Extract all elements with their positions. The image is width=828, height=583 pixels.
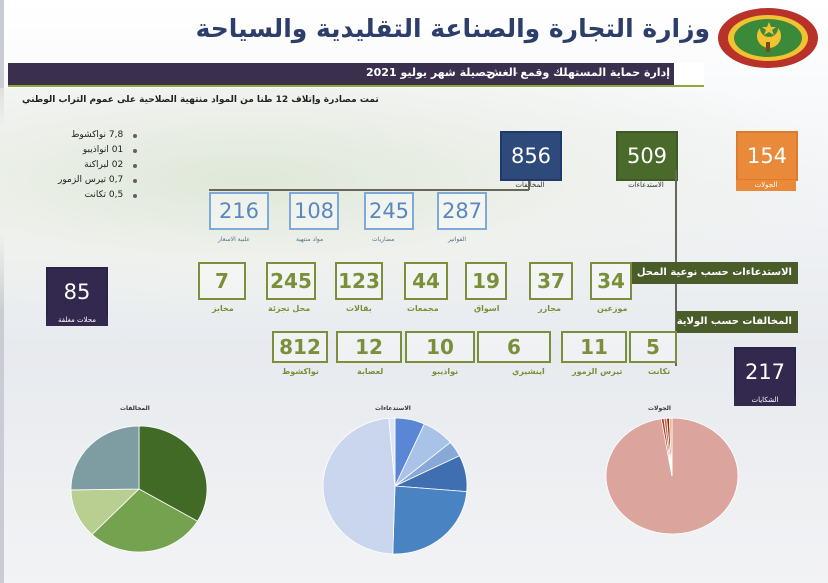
tours-pie-chart bbox=[605, 417, 739, 535]
tours-kpi: 154 bbox=[736, 131, 798, 181]
seizure-item: 0,5 تكانت bbox=[58, 188, 138, 203]
state-label: نواكشوط bbox=[282, 367, 319, 376]
violations-by-state-header: المخالفات حسب الولاية bbox=[676, 311, 798, 333]
ministry-logo-icon bbox=[718, 8, 818, 68]
closed-shops-label: محلات مغلقة bbox=[46, 315, 108, 326]
place-label: محل تجزئة bbox=[268, 304, 311, 313]
state-label: اينشيري bbox=[512, 367, 545, 376]
pie-slice bbox=[138, 425, 208, 522]
summons-pie-chart bbox=[322, 417, 468, 555]
pie-title-tours: الجولات bbox=[648, 405, 671, 412]
seizure-item: 01 انواذيبو bbox=[58, 143, 138, 158]
violation-type-value: 287 bbox=[437, 192, 487, 230]
header-separator: - bbox=[514, 66, 518, 79]
tours-label: الجولات bbox=[736, 180, 796, 191]
state-value: 11 bbox=[561, 331, 627, 363]
state-label: لعصابة bbox=[357, 367, 384, 376]
pie-slice bbox=[91, 488, 199, 553]
place-label: موزعين bbox=[597, 304, 628, 313]
violation-type-value: 245 bbox=[364, 192, 414, 230]
state-value: 10 bbox=[405, 331, 475, 363]
place-label: بقالات bbox=[346, 304, 372, 313]
pie-slice bbox=[70, 425, 140, 491]
band-accent bbox=[674, 63, 704, 85]
place-label: مجازر bbox=[538, 304, 561, 313]
pie-slice bbox=[668, 417, 673, 477]
connector-line bbox=[528, 181, 530, 190]
place-value: 123 bbox=[335, 262, 383, 300]
pie-title-violations: المخالفات bbox=[120, 405, 150, 412]
summons-label: الاستدعاءات bbox=[628, 181, 664, 189]
pie-title-summons: الاستدعاءات bbox=[375, 405, 411, 412]
violation-type-label: مضاربات bbox=[372, 236, 395, 243]
place-label: مجمعات bbox=[407, 304, 439, 313]
place-value: 7 bbox=[198, 262, 246, 300]
violations-pie-chart bbox=[70, 425, 208, 553]
place-value: 245 bbox=[266, 262, 316, 300]
ministry-title: وزارة التجارة والصناعة التقليدية والسياح… bbox=[195, 14, 710, 43]
place-value: 44 bbox=[404, 262, 448, 300]
place-label: اسواق bbox=[474, 304, 500, 313]
complaints-label: الشكايات bbox=[734, 395, 796, 406]
seizure-item: 7,8 نواكشوط bbox=[58, 128, 138, 143]
seizure-item: 02 لبراكنة bbox=[58, 158, 138, 173]
pie-slice bbox=[392, 485, 468, 555]
violation-type-label: مواد منتهية bbox=[296, 236, 324, 243]
violations-kpi: 856 bbox=[500, 131, 562, 181]
state-label: تيرس الزمور bbox=[572, 367, 623, 376]
header-band: إدارة حماية المستهلك وقمع الغش - حصيلة ش… bbox=[8, 63, 704, 87]
seizure-note: تمت مصادرة وإتلاف 12 طنا من المواد منتهي… bbox=[22, 95, 379, 105]
violation-type-label: علنية الاسعار bbox=[218, 236, 251, 243]
violations-label: المخالفات bbox=[515, 181, 545, 189]
summons-kpi: 509 bbox=[616, 131, 678, 181]
closed-shops-kpi: 85 bbox=[46, 267, 108, 317]
state-label: نواذيبو bbox=[432, 367, 459, 376]
place-value: 34 bbox=[590, 262, 632, 300]
summons-by-place-header: الاستدعاءات حسب نوعية المحل bbox=[630, 262, 798, 284]
complaints-kpi: 217 bbox=[734, 347, 796, 397]
place-value: 19 bbox=[465, 262, 507, 300]
violation-type-value: 216 bbox=[209, 192, 269, 230]
pie-slice bbox=[388, 417, 396, 487]
place-label: مخابز bbox=[212, 304, 234, 313]
state-value: 12 bbox=[336, 331, 402, 363]
period-label: حصيلة شهر يوليو 2021 bbox=[366, 66, 494, 79]
state-value: 5 bbox=[629, 331, 677, 363]
state-value: 812 bbox=[272, 331, 328, 363]
state-value: 6 bbox=[477, 331, 551, 363]
place-value: 37 bbox=[529, 262, 573, 300]
department-label: إدارة حماية المستهلك وقمع الغش bbox=[486, 66, 670, 79]
violation-type-label: الفواتير bbox=[448, 236, 467, 243]
seizure-list: 7,8 نواكشوط 01 انواذيبو 02 لبراكنة 0,7 ت… bbox=[58, 128, 138, 203]
violation-type-value: 108 bbox=[289, 192, 339, 230]
connector-line bbox=[209, 189, 529, 191]
seizure-item: 0,7 تيرس الزمور bbox=[58, 173, 138, 188]
pie-slice bbox=[322, 417, 396, 555]
state-label: تكانت bbox=[648, 367, 671, 376]
